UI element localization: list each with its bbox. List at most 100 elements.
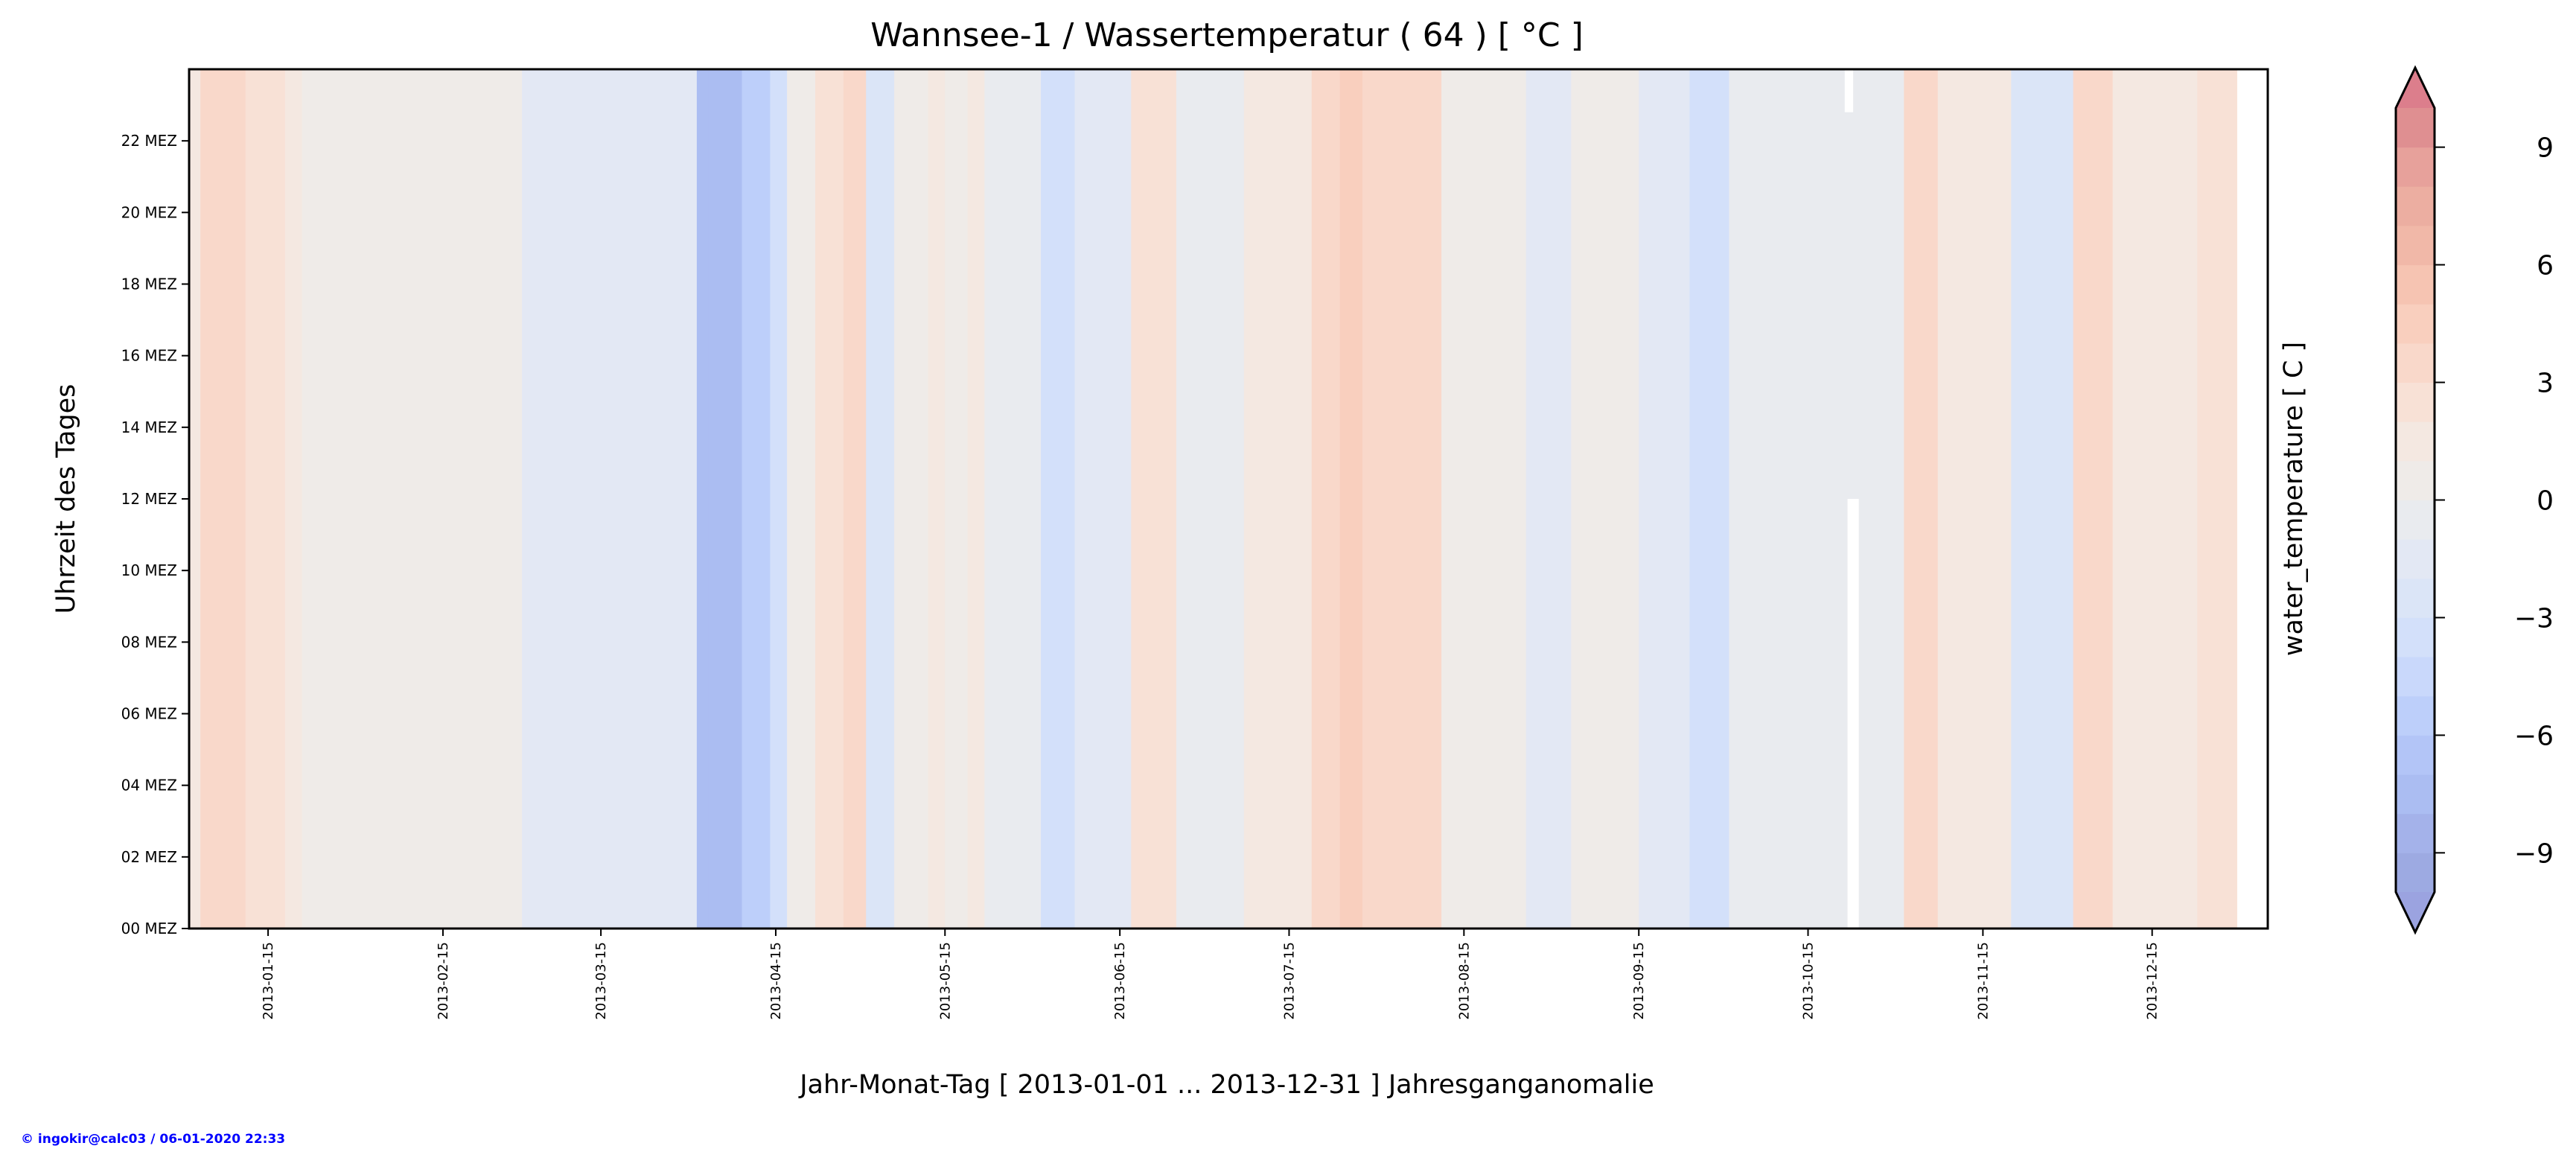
heatmap-stripe: [1525, 69, 1572, 929]
colorbar-tick-label: 9: [2537, 133, 2554, 164]
heatmap-stripe: [1571, 69, 1639, 929]
heatmap-stripe: [742, 69, 771, 929]
x-axis: 2013-01-15 2013-02-15 2013-03-15 2013-04-15…: [261, 929, 2161, 1020]
x-tick-label: 2013-12-15: [2145, 942, 2161, 1020]
y-tick-label: 02 MEZ: [121, 848, 177, 866]
heatmap-stripe: [1339, 69, 1363, 929]
heatmap-stripe: [1311, 69, 1341, 929]
y-tick-label: 16 MEZ: [121, 347, 177, 365]
colorbar-band: [2396, 108, 2435, 148]
colorbar-band: [2396, 813, 2435, 853]
x-tick-label: 2013-09-15: [1631, 942, 1647, 1020]
colorbar-extend-over: [2396, 68, 2435, 108]
heatmap-stripe: [2073, 69, 2114, 929]
heatmap-stripe: [928, 69, 946, 929]
colorbar-band: [2396, 774, 2435, 815]
colorbar-band: [2396, 657, 2435, 697]
heatmap-stripe: [1362, 69, 1442, 929]
heatmap-stripe: [708, 69, 743, 929]
heatmap-stripe: [302, 69, 523, 929]
colorbar-tick-label: 0: [2537, 486, 2554, 517]
heatmap-stripe: [2197, 69, 2237, 929]
y-tick-label: 00 MEZ: [121, 920, 177, 937]
heatmap-stripe: [189, 69, 201, 929]
y-axis: 00 MEZ 02 MEZ 04 MEZ 06 MEZ 08 MEZ 10 MEZ 12 M…: [121, 132, 189, 937]
heatmap-stripe: [245, 69, 286, 929]
x-tick-label: 2013-08-15: [1456, 942, 1472, 1020]
colorbar-tick-label: −9: [2514, 838, 2554, 869]
colorbar-band: [2396, 460, 2435, 500]
colorbar-extend-under: [2396, 892, 2435, 932]
heatmap-stripe: [1074, 69, 1132, 929]
heatmap-stripe: [787, 69, 816, 929]
x-tick-label: 2013-02-15: [436, 942, 451, 1020]
heatmap-stripe: [1937, 69, 2012, 929]
heatmap-stripe: [770, 69, 788, 929]
heatmap-stripe: [815, 69, 844, 929]
y-tick-label: 06 MEZ: [121, 705, 177, 723]
colorbar-band: [2396, 343, 2435, 383]
plot-frame: [188, 68, 2269, 930]
colorbar-band: [2396, 264, 2435, 305]
heatmap-stripe: [1243, 69, 1313, 929]
heatmap-stripe: [200, 69, 246, 929]
heatmap-stripe: [284, 69, 303, 929]
x-tick-label: 2013-11-15: [1975, 942, 1991, 1020]
colorbar-band: [2396, 147, 2435, 187]
x-tick-label: 2013-03-15: [593, 942, 609, 1020]
heatmap-stripe: [866, 69, 895, 929]
copyright-footer: © ingokir@calc03 / 06-01-2020 22:33: [21, 1132, 285, 1147]
y-tick-label: 10 MEZ: [121, 561, 177, 579]
chart-title: Wannsee-1 / Wassertemperatur ( 64 ) [ °C…: [870, 16, 1584, 54]
y-tick-label: 18 MEZ: [121, 276, 177, 293]
heatmap-stripe: [967, 69, 985, 929]
y-tick-label: 22 MEZ: [121, 132, 177, 150]
heatmap-stripe: [1904, 69, 1939, 929]
x-tick-label: 2013-01-15: [261, 942, 276, 1020]
heatmap-stripe: [1729, 69, 1803, 929]
y-axis-label: Uhrzeit des Tages: [51, 384, 81, 614]
heatmap-stripe: [1441, 69, 1527, 929]
heatmap-plot-area: [189, 69, 2237, 929]
heatmap-stripe: [2112, 69, 2198, 929]
missing-data-gap: [1844, 69, 1854, 112]
heatmap-stripe: [1176, 69, 1245, 929]
colorbar-band: [2396, 735, 2435, 775]
colorbar-band: [2396, 304, 2435, 344]
colorbar-band: [2396, 225, 2435, 266]
colorbar-band: [2396, 421, 2435, 462]
x-tick-label: 2013-05-15: [937, 942, 953, 1020]
x-tick-label: 2013-10-15: [1801, 942, 1817, 1020]
colorbar-outline: [2394, 65, 2436, 935]
x-tick-label: 2013-07-15: [1281, 942, 1297, 1020]
heatmap-stripe: [617, 69, 698, 929]
heatmap-stripe: [945, 69, 969, 929]
heatmap-stripe: [2011, 69, 2074, 929]
x-tick-label: 2013-06-15: [1112, 942, 1128, 1020]
colorbar-band: [2396, 578, 2435, 618]
heatmap-stripe: [1689, 69, 1730, 929]
heatmap-stripe: [1639, 69, 1690, 929]
heatmap-stripe: [984, 69, 1042, 929]
colorbar-tick-label: −6: [2514, 721, 2554, 751]
y-tick-label: 12 MEZ: [121, 490, 177, 508]
colorbar-label: water_temperature [ C ]: [2279, 342, 2309, 656]
colorbar-tick-label: 6: [2537, 251, 2554, 281]
colorbar-tick-label: −3: [2514, 603, 2554, 634]
colorbar-band: [2396, 695, 2435, 736]
colorbar-band: [2396, 382, 2435, 422]
colorbar-band: [2396, 617, 2435, 657]
heatmap-stripe: [1041, 69, 1076, 929]
colorbar: 9 6 3 0 −3 −6 −9: [2394, 65, 2554, 935]
colorbar-tick-label: 3: [2537, 369, 2554, 399]
y-tick-label: 04 MEZ: [121, 777, 177, 794]
heatmap-stripe: [1131, 69, 1177, 929]
colorbar-band: [2396, 853, 2435, 893]
heatmap-stripe: [894, 69, 929, 929]
heatmap-stripe: [522, 69, 619, 929]
y-tick-label: 08 MEZ: [121, 633, 177, 651]
colorbar-band: [2396, 539, 2435, 579]
y-tick-label: 14 MEZ: [121, 418, 177, 436]
missing-data-gap: [1847, 499, 1859, 929]
